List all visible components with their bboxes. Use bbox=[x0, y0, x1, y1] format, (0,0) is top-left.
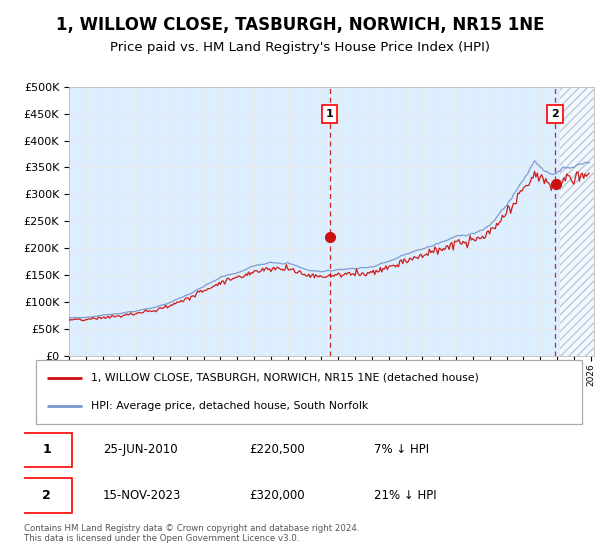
Text: 7% ↓ HPI: 7% ↓ HPI bbox=[374, 444, 429, 456]
FancyBboxPatch shape bbox=[21, 478, 72, 512]
Text: HPI: Average price, detached house, South Norfolk: HPI: Average price, detached house, Sout… bbox=[91, 401, 368, 411]
Text: Contains HM Land Registry data © Crown copyright and database right 2024.
This d: Contains HM Land Registry data © Crown c… bbox=[24, 524, 359, 543]
Text: £320,000: £320,000 bbox=[250, 489, 305, 502]
Text: 1, WILLOW CLOSE, TASBURGH, NORWICH, NR15 1NE: 1, WILLOW CLOSE, TASBURGH, NORWICH, NR15… bbox=[56, 16, 544, 34]
Text: £220,500: £220,500 bbox=[250, 444, 305, 456]
Text: 1: 1 bbox=[326, 109, 334, 119]
Text: 1: 1 bbox=[42, 444, 51, 456]
Text: 2: 2 bbox=[551, 109, 559, 119]
FancyBboxPatch shape bbox=[36, 360, 582, 424]
Text: 15-NOV-2023: 15-NOV-2023 bbox=[103, 489, 181, 502]
Text: 1, WILLOW CLOSE, TASBURGH, NORWICH, NR15 1NE (detached house): 1, WILLOW CLOSE, TASBURGH, NORWICH, NR15… bbox=[91, 372, 478, 382]
Text: 21% ↓ HPI: 21% ↓ HPI bbox=[374, 489, 436, 502]
Text: 25-JUN-2010: 25-JUN-2010 bbox=[103, 444, 178, 456]
Text: 2: 2 bbox=[42, 489, 51, 502]
Text: Price paid vs. HM Land Registry's House Price Index (HPI): Price paid vs. HM Land Registry's House … bbox=[110, 41, 490, 54]
FancyBboxPatch shape bbox=[21, 433, 72, 467]
